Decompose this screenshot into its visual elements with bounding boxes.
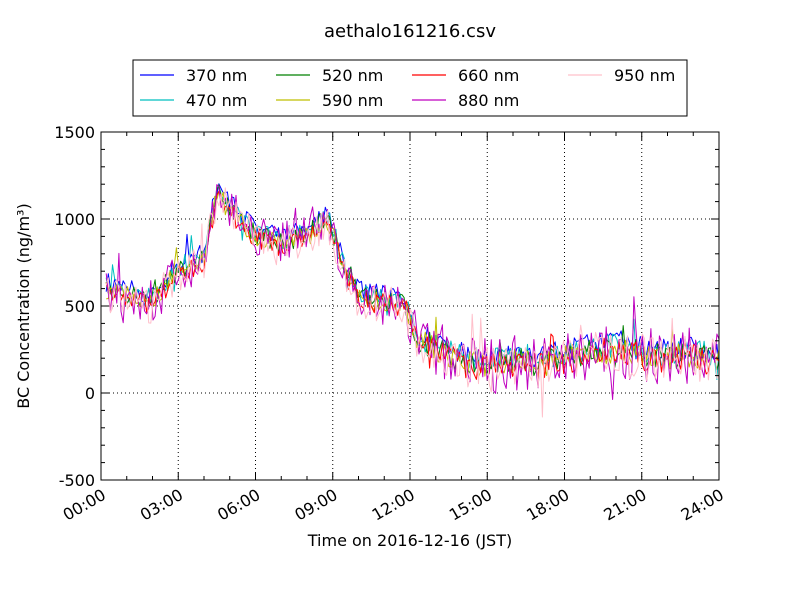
legend-label: 950 nm xyxy=(614,66,675,85)
legend-label: 880 nm xyxy=(458,91,519,110)
x-axis-label: Time on 2016-12-16 (JST) xyxy=(307,531,512,550)
y-tick-label: 500 xyxy=(64,297,95,316)
y-tick-label: 1500 xyxy=(54,123,95,142)
y-tick-label: -500 xyxy=(59,471,95,490)
legend-label: 590 nm xyxy=(322,91,383,110)
legend-label: 520 nm xyxy=(322,66,383,85)
y-tick-label: 0 xyxy=(85,384,95,403)
legend: 370 nm 470 nm 520 nm 590 nm 660 nm 880 nm 950 … xyxy=(133,60,687,116)
legend-label: 660 nm xyxy=(458,66,519,85)
legend-label: 370 nm xyxy=(186,66,247,85)
y-tick-label: 1000 xyxy=(54,210,95,229)
y-axis-label: BC Concentration (ng/m³) xyxy=(14,203,33,408)
chart-title: aethalo161216.csv xyxy=(324,21,496,42)
legend-label: 470 nm xyxy=(186,91,247,110)
